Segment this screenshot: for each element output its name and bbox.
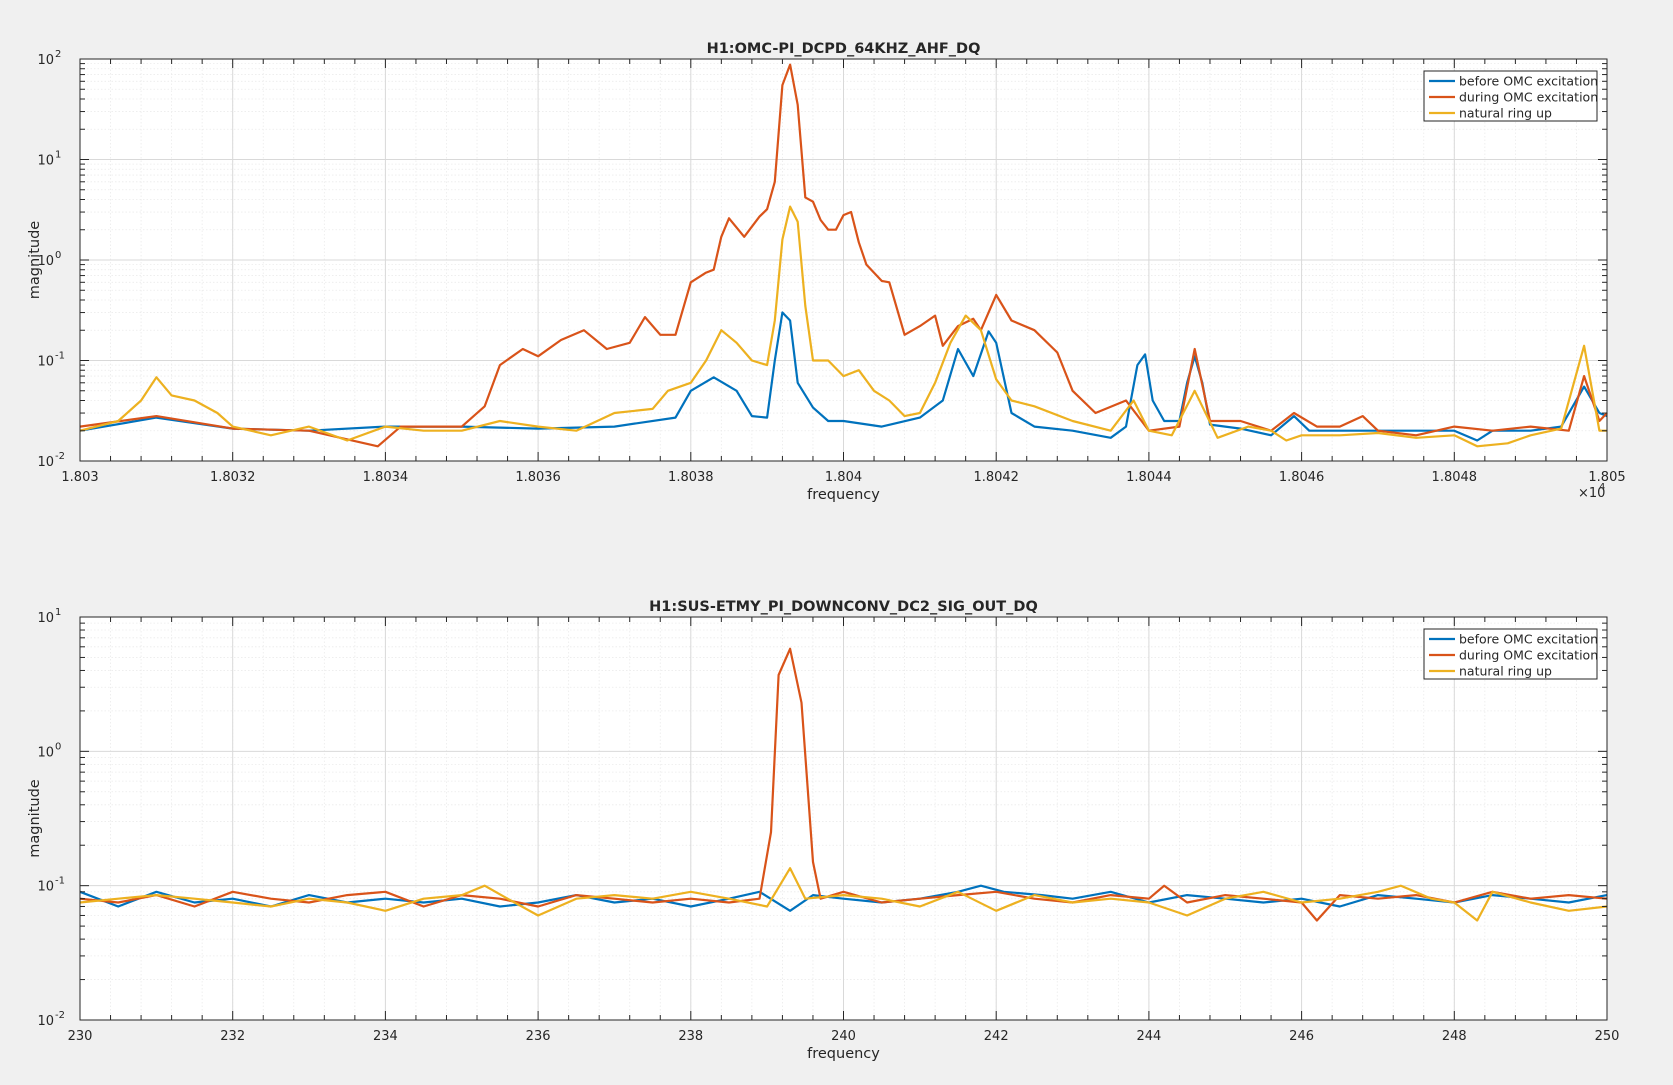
y-tick-label: 10 <box>37 1014 54 1029</box>
y-tick-exponent: -2 <box>55 451 65 462</box>
x-tick-label: 1.8048 <box>1432 470 1478 485</box>
y-tick-base: 10 <box>37 154 54 169</box>
y-axis-label: magnitude <box>27 779 43 858</box>
y-tick-base: 10 <box>37 880 54 895</box>
y-tick-exponent: 1 <box>55 150 61 161</box>
legend-entry: before OMC excitation <box>1459 74 1598 89</box>
y-tick-exponent: -1 <box>55 351 65 362</box>
x-tick-label: 238 <box>678 1029 703 1044</box>
tick-marks <box>79 616 1608 1021</box>
chart-title: H1:SUS-ETMY_PI_DOWNCONV_DC2_SIG_OUT_DQ <box>649 599 1038 615</box>
series-line-during-omc-excitation <box>79 647 1608 922</box>
x-tick-label: 1.803 <box>61 470 98 485</box>
y-axis-label: magnitude <box>27 221 43 300</box>
x-tick-label: 232 <box>220 1029 245 1044</box>
x-tick-label: 230 <box>68 1029 93 1044</box>
y-tick-exponent: 0 <box>55 741 61 752</box>
x-tick-label: 250 <box>1595 1029 1620 1044</box>
series-line-natural-ring-up <box>79 867 1608 922</box>
y-tick-base: 10 <box>37 355 54 370</box>
y-tick-label: 10 <box>37 355 54 370</box>
x-axis-label: frequency <box>807 1046 880 1062</box>
y-tick-label: 10 <box>37 880 54 895</box>
y-tick-base: 10 <box>37 53 54 68</box>
x-tick-label: 1.805 <box>1588 470 1625 485</box>
legend-entry: natural ring up <box>1459 664 1552 679</box>
legend-entry: during OMC excitation <box>1459 648 1598 663</box>
chart-title: H1:OMC-PI_DCPD_64KHZ_AHF_DQ <box>707 41 981 57</box>
y-tick-exponent: 2 <box>55 49 61 60</box>
series-line-natural-ring-up <box>79 205 1607 448</box>
x-tick-label: 1.8042 <box>973 470 1019 485</box>
top-axes: 1.803 1.8032 1.8034 1.8036 1.8038 1.804 1.8042… <box>27 41 1626 503</box>
x-tick-label: 1.8046 <box>1279 470 1325 485</box>
x-tick-label: 1.804 <box>825 470 862 485</box>
x-tick-label: 234 <box>373 1029 398 1044</box>
y-tick-exponent: -2 <box>55 1010 65 1021</box>
y-tick-base: 10 <box>37 611 54 626</box>
x-tick-label: 248 <box>1442 1029 1467 1044</box>
tick-marks <box>79 58 1608 462</box>
x-tick-label: 244 <box>1136 1029 1161 1044</box>
x-exponent-power: 4 <box>1599 482 1605 493</box>
x-tick-label: 240 <box>831 1029 856 1044</box>
legend-entry: natural ring up <box>1459 106 1552 121</box>
y-tick-exponent: 0 <box>55 250 61 261</box>
x-axis-label: frequency <box>807 487 880 503</box>
y-tick-label: 10 <box>37 611 54 626</box>
y-tick-label: 10 <box>37 254 54 269</box>
y-tick-label: 10 <box>37 154 54 169</box>
x-tick-label: 242 <box>984 1029 1009 1044</box>
y-tick-label: 10 <box>37 53 54 68</box>
y-tick-exponent: 1 <box>55 607 61 618</box>
x-tick-label: 1.8038 <box>668 470 714 485</box>
y-tick-label: 10 <box>37 455 54 470</box>
legend-entry: during OMC excitation <box>1459 90 1598 105</box>
x-tick-label: 1.8032 <box>210 470 256 485</box>
x-exponent-base: ×10 <box>1578 486 1605 501</box>
y-tick-base: 10 <box>37 254 54 269</box>
y-tick-base: 10 <box>37 745 54 760</box>
y-tick-base: 10 <box>37 1014 54 1029</box>
x-tick-label: 246 <box>1289 1029 1314 1044</box>
x-tick-label: 1.8044 <box>1126 470 1172 485</box>
x-tick-label: 236 <box>526 1029 551 1044</box>
series-line-before-omc-excitation <box>79 311 1608 442</box>
x-tick-label: 1.8036 <box>515 470 561 485</box>
y-tick-exponent: -1 <box>55 876 65 887</box>
series-line-during-omc-excitation <box>79 63 1608 448</box>
y-tick-base: 10 <box>37 455 54 470</box>
x-tick-label: 1.8034 <box>363 470 409 485</box>
legend-entry: before OMC excitation <box>1459 632 1598 647</box>
y-tick-label: 10 <box>37 745 54 760</box>
